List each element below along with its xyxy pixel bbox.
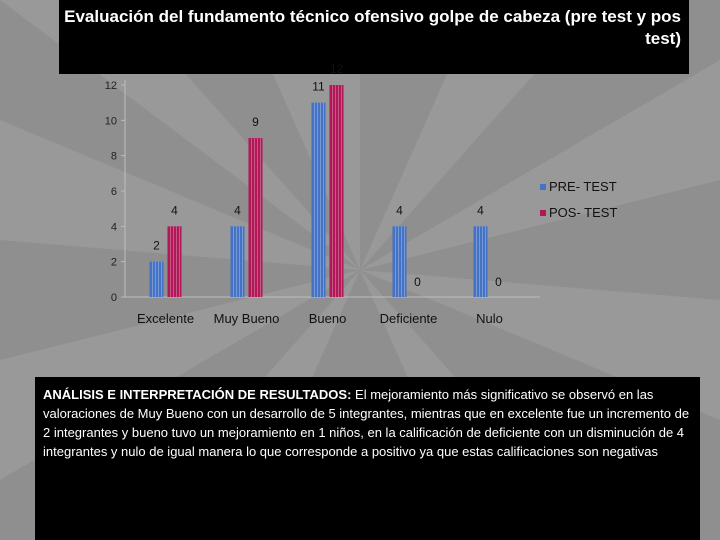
analysis-panel: ANÁLISIS E INTERPRETACIÓN DE RESULTADOS:… [35, 377, 700, 540]
bar-pre [149, 261, 164, 297]
bar-pos [167, 226, 182, 297]
legend-swatch-pre [540, 184, 546, 190]
bar-pos [248, 138, 263, 297]
y-tick-label: 0 [111, 292, 117, 304]
bar-pre [230, 226, 245, 297]
analysis-heading: ANÁLISIS E INTERPRETACIÓN DE RESULTADOS: [43, 387, 352, 402]
bar-pre [311, 102, 326, 298]
data-label: 2 [153, 239, 160, 253]
y-tick-label: 12 [105, 80, 117, 92]
data-label: 9 [252, 115, 259, 129]
data-label: 11 [312, 80, 325, 94]
analysis-body: El mejoramiento más significativo se obs… [43, 387, 690, 459]
title-panel: Evaluación del fundamento técnico ofensi… [59, 0, 689, 74]
analysis-paragraph: ANÁLISIS E INTERPRETACIÓN DE RESULTADOS:… [43, 385, 693, 461]
bar-pre [392, 226, 407, 297]
bar-pos [329, 85, 344, 297]
slide-title: Evaluación del fundamento técnico ofensi… [64, 7, 681, 48]
y-tick-label: 6 [111, 186, 117, 198]
legend-label: PRE- TEST [549, 179, 617, 194]
category-label: Deficiente [380, 311, 438, 326]
category-label: Nulo [476, 311, 503, 326]
category-label: Bueno [309, 311, 347, 326]
legend-swatch-pos [540, 210, 546, 216]
category-label: Excelente [137, 311, 194, 326]
legend-label: POS- TEST [549, 205, 617, 220]
data-label: 0 [495, 275, 502, 289]
data-label: 4 [234, 203, 241, 217]
data-label: 4 [171, 203, 178, 217]
data-label: 0 [414, 275, 421, 289]
bar-chart: 0 2 4 6 8 10 12 2 4 Excelente 4 9 Muy Bueno 11 12 Bueno… [105, 62, 618, 326]
y-tick-label: 4 [111, 221, 117, 233]
category-label: Muy Bueno [214, 311, 280, 326]
data-label: 4 [477, 203, 484, 217]
data-label: 4 [396, 203, 403, 217]
y-tick-label: 8 [111, 151, 117, 163]
bar-pre [473, 226, 488, 297]
data-label: 12 [330, 62, 344, 76]
y-tick-label: 10 [105, 115, 117, 127]
y-tick-label: 2 [111, 257, 117, 269]
